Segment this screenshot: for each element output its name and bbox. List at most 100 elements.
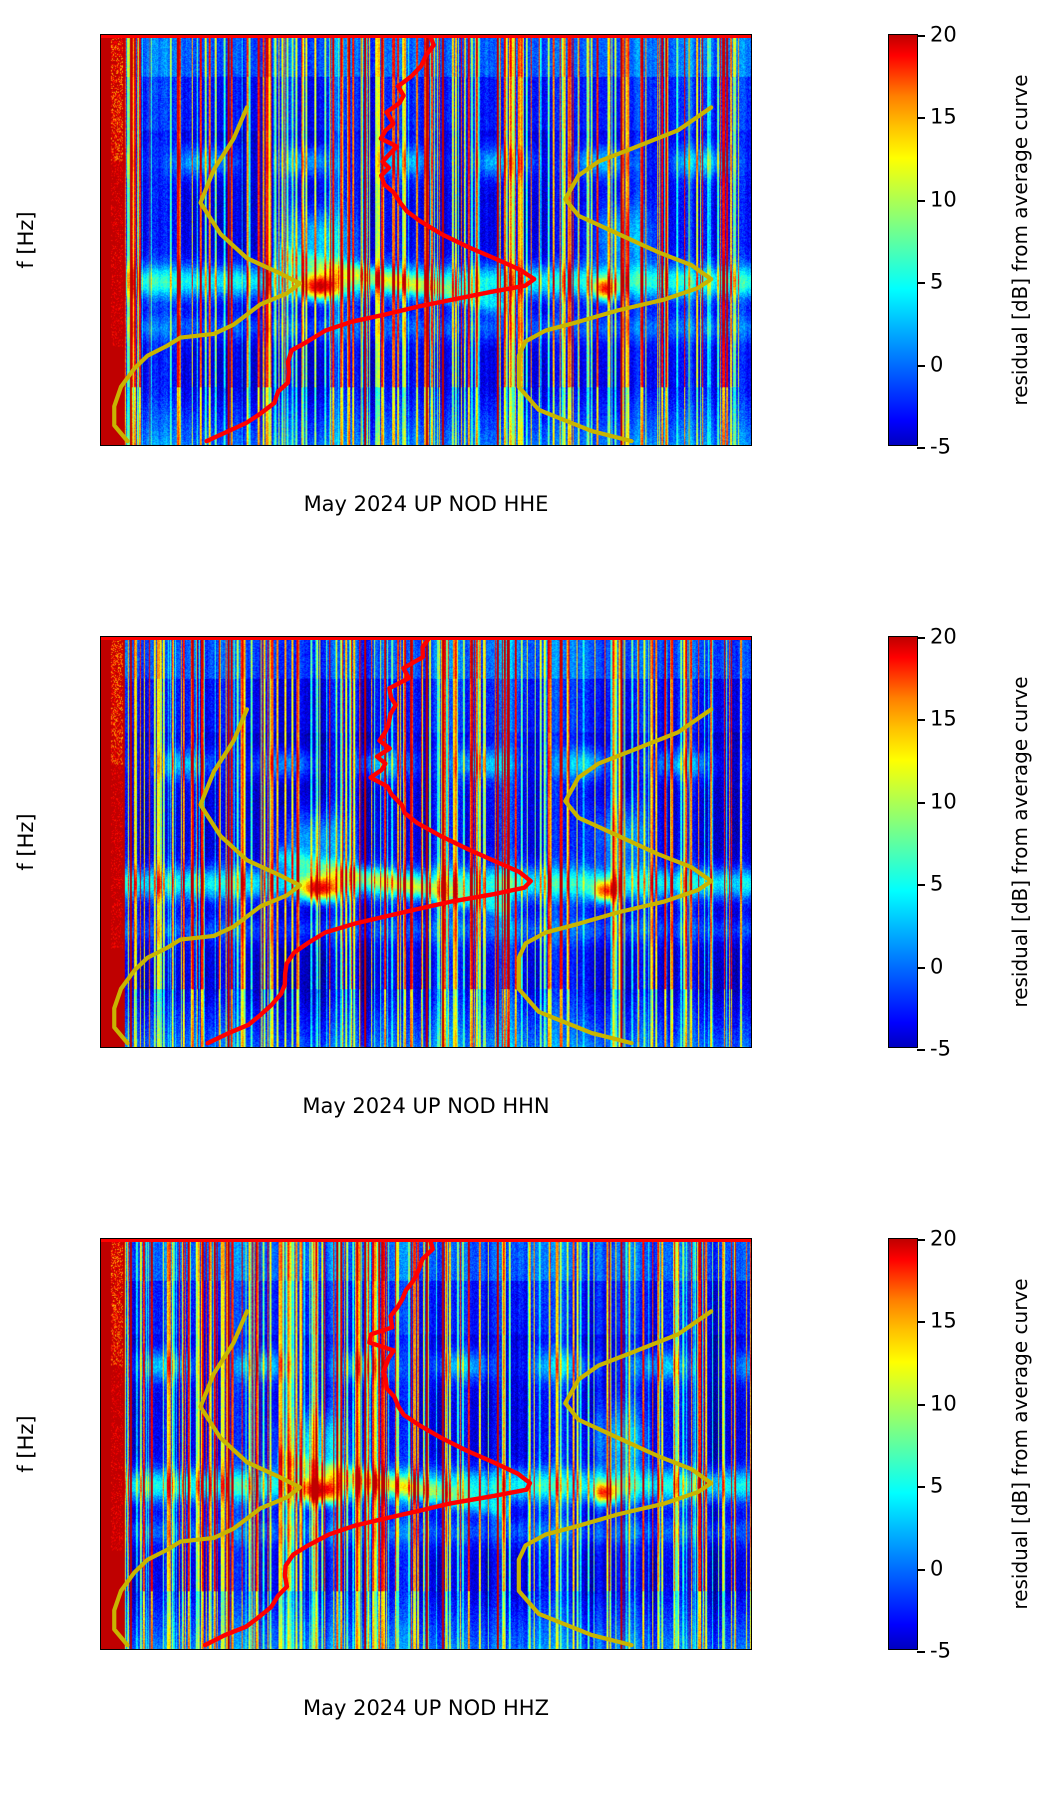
y-minor-tick-mark — [100, 660, 101, 662]
y-minor-tick-mark — [100, 1426, 101, 1428]
top-db-axis-line — [101, 637, 751, 640]
y-minor-tick-mark — [100, 332, 101, 334]
top-db-tick-mark — [434, 1238, 436, 1239]
y-minor-tick-mark — [100, 228, 101, 230]
top-db-tick-mark — [434, 636, 436, 637]
y-minor-tick-mark — [100, 180, 101, 182]
y-minor-tick-mark — [100, 149, 101, 151]
x-tick-mark — [648, 1047, 650, 1048]
colorbar[interactable]: 20 15 10 5 0 -5 — [888, 626, 957, 1059]
x-tick-mark — [101, 1649, 103, 1650]
y-minor-tick-mark — [100, 1634, 101, 1636]
y-minor-tick-mark — [100, 868, 101, 870]
y-minor-tick-mark — [100, 1447, 101, 1449]
colorbar-tick-label: 10 — [930, 789, 957, 814]
y-minor-tick-mark — [100, 764, 101, 766]
colorbar-tick-mark — [917, 1403, 925, 1406]
y-minor-tick-mark — [100, 726, 101, 728]
y-minor-tick-mark — [100, 1027, 101, 1029]
x-tick-mark — [143, 445, 145, 446]
y-minor-tick-mark — [100, 1536, 101, 1538]
top-db-tick-mark — [301, 1238, 303, 1239]
x-tick-mark — [606, 445, 608, 446]
x-tick-mark — [522, 1047, 524, 1048]
top-db-tick-mark — [567, 34, 569, 35]
y-minor-tick-mark — [100, 45, 101, 47]
x-tick-mark — [185, 1047, 187, 1048]
y-minor-tick-mark — [100, 222, 101, 224]
spectrogram-plot-area[interactable]: 10110010-110-213579111315171921232527293… — [100, 34, 752, 446]
spectrogram-image — [101, 35, 751, 445]
y-tick-mark — [100, 1022, 101, 1024]
y-minor-tick-mark — [100, 357, 101, 359]
y-minor-tick-mark — [100, 887, 101, 889]
colorbar-tick-label: 20 — [930, 1226, 957, 1251]
y-minor-tick-mark — [100, 370, 101, 372]
x-tick-mark — [227, 445, 229, 446]
y-minor-tick-mark — [100, 162, 101, 164]
x-tick-mark — [438, 445, 440, 446]
colorbar-tick-mark — [917, 1049, 925, 1051]
y-minor-tick-mark — [100, 1525, 101, 1527]
spectrogram-image — [101, 1239, 751, 1649]
spectrogram-image — [101, 637, 751, 1047]
colorbar-label: residual [dB] from average curve — [1008, 676, 1032, 1008]
panel-title: May 2024 UP NOD HHZ — [303, 1696, 549, 1720]
x-tick-mark — [101, 445, 103, 446]
colorbar-tick-label: 10 — [930, 187, 957, 212]
x-tick-mark — [480, 1649, 482, 1650]
spectrogram-plot-area[interactable]: 10110010-110-213579111315171921232527293… — [100, 1238, 752, 1650]
y-minor-tick-mark — [100, 1593, 101, 1595]
y-minor-tick-mark — [100, 720, 101, 722]
x-tick-mark — [395, 1649, 397, 1650]
y-axis-label: f [Hz] — [14, 1415, 38, 1473]
x-tick-mark — [564, 1649, 566, 1650]
colorbar-label: residual [dB] from average curve — [1008, 74, 1032, 406]
top-db-axis-line — [101, 1239, 751, 1242]
y-minor-tick-mark — [100, 923, 101, 925]
y-minor-tick-mark — [100, 1421, 101, 1423]
y-minor-tick-mark — [100, 217, 101, 219]
y-minor-tick-mark — [100, 1384, 101, 1386]
x-tick-mark — [269, 1047, 271, 1048]
y-minor-tick-mark — [100, 1353, 101, 1355]
x-tick-mark — [564, 1047, 566, 1048]
x-tick-mark — [690, 445, 692, 446]
x-tick-mark — [648, 1649, 650, 1650]
y-minor-tick-mark — [100, 131, 101, 133]
colorbar-tick-label: 5 — [930, 871, 944, 896]
colorbar-tick-mark — [917, 35, 925, 37]
colorbar[interactable]: 20 15 10 5 0 -5 — [888, 1228, 957, 1661]
top-db-tick-mark — [168, 1238, 170, 1239]
x-tick-mark — [311, 1649, 313, 1650]
y-tick-mark — [100, 1520, 101, 1522]
y-minor-tick-mark — [100, 1328, 101, 1330]
top-db-tick-mark — [567, 636, 569, 637]
y-minor-tick-mark — [100, 1640, 101, 1642]
y-minor-tick-mark — [100, 1038, 101, 1040]
colorbar-tick-mark — [917, 1486, 925, 1489]
y-axis-label: f [Hz] — [14, 211, 38, 269]
top-db-tick-mark — [567, 1238, 569, 1239]
x-tick-mark — [732, 1047, 734, 1048]
colorbar-tick-label: 0 — [930, 954, 944, 979]
panel-hhe: 10110010-110-213579111315171921232527293… — [0, 0, 1052, 580]
y-minor-tick-mark — [100, 253, 101, 255]
x-tick-mark — [480, 445, 482, 446]
colorbar[interactable]: 20 15 10 5 0 -5 — [888, 24, 957, 457]
y-minor-tick-mark — [100, 1470, 101, 1472]
colorbar-tick-label: 5 — [930, 269, 944, 294]
y-minor-tick-mark — [100, 76, 101, 78]
y-minor-tick-mark — [100, 1322, 101, 1324]
y-minor-tick-mark — [100, 991, 101, 993]
spectrogram-plot-area[interactable]: 10110010-110-213579111315171921232527293… — [100, 636, 752, 1048]
y-minor-tick-mark — [100, 1457, 101, 1459]
y-tick-mark — [100, 1416, 101, 1418]
x-tick-mark — [438, 1047, 440, 1048]
colorbar-tick-label: 10 — [930, 1391, 957, 1416]
colorbar-tick-mark — [917, 1321, 925, 1324]
y-minor-tick-mark — [100, 436, 101, 438]
top-db-tick-mark — [301, 34, 303, 35]
x-tick-mark — [732, 445, 734, 446]
